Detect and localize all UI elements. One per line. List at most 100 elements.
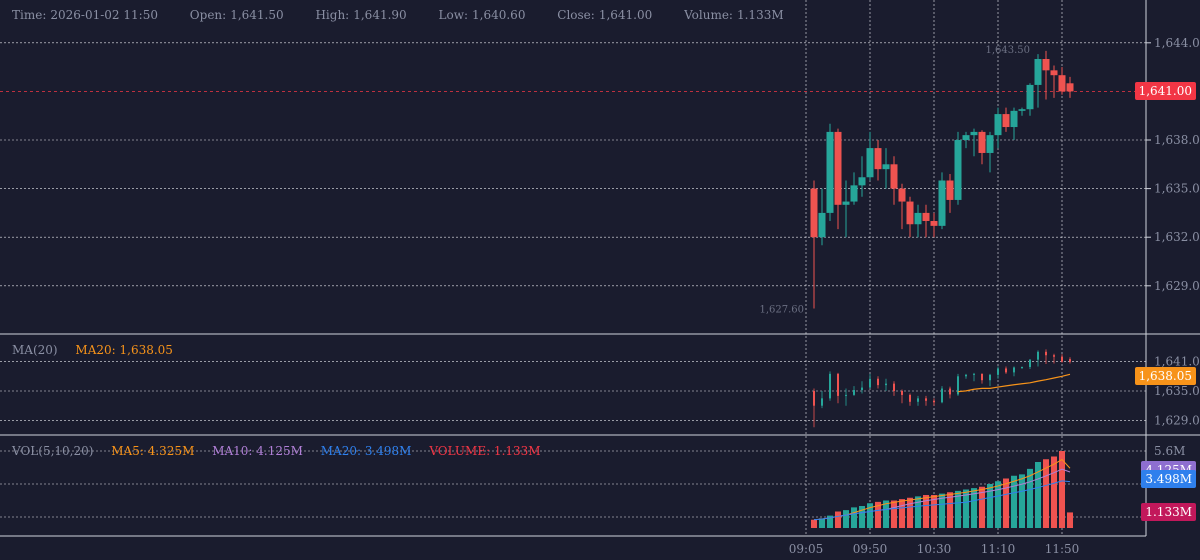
candle-body bbox=[858, 177, 866, 186]
high-value: 1,641.90 bbox=[353, 8, 407, 22]
ma-candle-body bbox=[1037, 351, 1039, 360]
ma-candle-body bbox=[829, 373, 831, 399]
time-tick-label: 11:10 bbox=[981, 542, 1016, 556]
ma20-line bbox=[957, 373, 1071, 393]
volume-bar bbox=[1011, 475, 1017, 528]
candle-body bbox=[1058, 75, 1066, 92]
open-value: 1,641.50 bbox=[230, 8, 284, 22]
ma-candle-body bbox=[1053, 355, 1055, 357]
ma-candle-body bbox=[877, 378, 879, 386]
vol-ma5-legend: MA5: 4.325M bbox=[111, 444, 195, 458]
candle-body bbox=[946, 180, 954, 200]
volume-bar bbox=[955, 490, 961, 528]
vol-ma5-line bbox=[813, 458, 1071, 521]
candle-body bbox=[1034, 59, 1042, 85]
ma-candle-body bbox=[1045, 351, 1047, 356]
candle-body bbox=[866, 148, 874, 178]
candle-body bbox=[810, 188, 818, 238]
time-value: 2026-01-02 11:50 bbox=[50, 8, 158, 22]
ma-candle-body bbox=[965, 374, 967, 377]
vol-ma20-line bbox=[813, 480, 1071, 521]
volume-value: 1.133M bbox=[736, 8, 784, 22]
ma-candle-body bbox=[917, 398, 919, 402]
ma-candle-body bbox=[853, 390, 855, 395]
candle-body bbox=[970, 131, 978, 136]
volume-bar bbox=[883, 500, 889, 528]
ohlc-legend: Time: 2026-01-02 11:50 Open: 1,641.50 High… bbox=[12, 8, 784, 22]
volume-bar bbox=[1067, 512, 1073, 528]
volume-bar bbox=[875, 501, 881, 528]
vol-legend: VOL(5,10,20) MA5: 4.325M MA10: 4.125M MA… bbox=[12, 444, 555, 458]
candle-body bbox=[962, 135, 970, 140]
candle-body bbox=[890, 164, 898, 189]
price-tick-label: 1,635.00 bbox=[1154, 182, 1200, 196]
price-tick-label: 1,629.00 bbox=[1154, 279, 1200, 293]
vol-panel-title: VOL(5,10,20) bbox=[12, 444, 94, 458]
candle-body bbox=[986, 135, 994, 153]
ma-candle-body bbox=[909, 394, 911, 402]
close-value: 1,641.00 bbox=[598, 8, 653, 22]
candle-body bbox=[994, 114, 1002, 136]
ma-candle-body bbox=[981, 373, 983, 381]
candle-body bbox=[1066, 83, 1074, 92]
candle-body bbox=[1002, 114, 1010, 128]
ma-legend: MA(20) MA20: 1,638.05 bbox=[12, 343, 187, 357]
time-tick-label: 09:05 bbox=[789, 542, 824, 556]
candle-body bbox=[818, 212, 826, 238]
ma20-price-tag: 1,638.05 bbox=[1134, 367, 1196, 385]
candle-body bbox=[850, 185, 858, 202]
volume-bar bbox=[947, 492, 953, 528]
candle-body bbox=[1010, 110, 1018, 128]
time-tick-label: 10:30 bbox=[917, 542, 952, 556]
candle-body bbox=[898, 188, 906, 202]
ma-candle-body bbox=[901, 391, 903, 395]
vol-volume-legend: VOLUME: 1.133M bbox=[429, 444, 541, 458]
ma-candle-body bbox=[893, 383, 895, 391]
vol-ma20-tag: 3.498M bbox=[1141, 470, 1196, 488]
ma-candle-body bbox=[949, 388, 951, 395]
volume-bar bbox=[811, 519, 817, 528]
volume-bar bbox=[915, 496, 921, 528]
low-marker-label: 1,627.60 bbox=[759, 304, 804, 315]
volume-bar bbox=[1003, 478, 1009, 528]
volume-bar bbox=[931, 495, 937, 528]
ma-candle-body bbox=[1061, 356, 1063, 362]
volume-bar bbox=[987, 484, 993, 528]
ma-candle-body bbox=[1013, 367, 1015, 373]
candle-body bbox=[1026, 84, 1034, 110]
price-tick-label: 1,632.00 bbox=[1154, 230, 1200, 244]
volume-bar bbox=[1051, 456, 1057, 528]
ma-candle-body bbox=[1021, 366, 1023, 368]
volume-bar bbox=[1035, 462, 1041, 528]
volume-bar bbox=[939, 493, 945, 528]
candle-body bbox=[954, 140, 962, 200]
high-marker-label: 1,643.50 bbox=[985, 45, 1030, 56]
candle-body bbox=[1018, 109, 1026, 111]
ma-tick-label: 1,641.00 bbox=[1154, 355, 1200, 369]
volume-bar bbox=[827, 515, 833, 528]
candle-body bbox=[842, 201, 850, 205]
price-tick-label: 1,644.00 bbox=[1154, 36, 1200, 50]
ma-panel-title: MA(20) bbox=[12, 343, 58, 357]
ma-tick-label: 1,629.00 bbox=[1154, 413, 1200, 427]
volume-bar bbox=[899, 499, 905, 528]
candle-body bbox=[1050, 70, 1058, 76]
candle-body bbox=[826, 131, 834, 213]
candle-body bbox=[922, 212, 930, 221]
ma-candle-body bbox=[941, 388, 943, 403]
volume-bar bbox=[851, 507, 857, 528]
candle-body bbox=[874, 148, 882, 170]
candle-body bbox=[938, 180, 946, 226]
ma20-legend-value: MA20: 1,638.05 bbox=[75, 343, 173, 357]
ma-candle-body bbox=[957, 376, 959, 395]
ma-candle-body bbox=[989, 374, 991, 381]
vol-ma20-legend: MA20: 3.498M bbox=[320, 444, 412, 458]
ma-candle-body bbox=[869, 378, 871, 388]
volume-bar bbox=[867, 503, 873, 528]
candle-body bbox=[978, 131, 986, 153]
volume-bar bbox=[859, 506, 865, 528]
ma-candle-body bbox=[973, 373, 975, 375]
ma-candle-body bbox=[885, 383, 887, 386]
ma-candle-body bbox=[837, 373, 839, 396]
